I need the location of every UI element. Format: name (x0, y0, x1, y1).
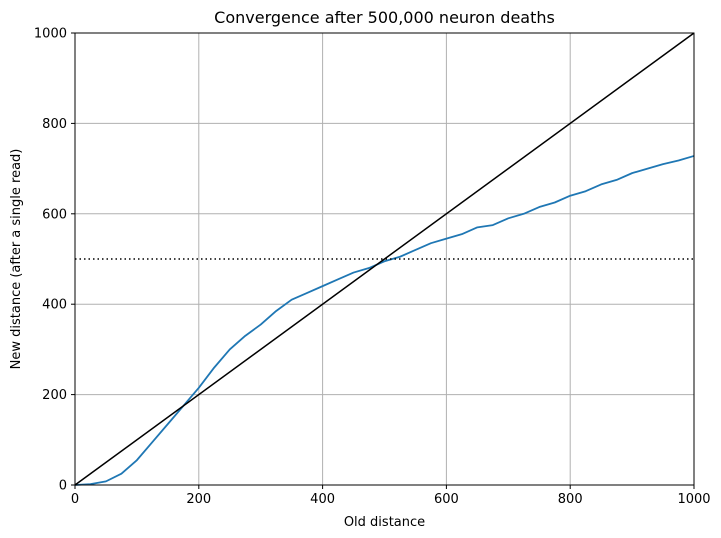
plot-frame (74, 32, 695, 486)
x-axis-ticks: 0 200 400 600 800 1000 (71, 485, 711, 507)
y-tick-label: 600 (42, 207, 67, 222)
y-tick-label: 800 (42, 117, 67, 132)
y-axis-label: New distance (after a single read) (9, 149, 24, 370)
x-axis-label: Old distance (344, 515, 425, 530)
x-tick-label: 800 (558, 492, 583, 507)
y-tick-label: 0 (59, 479, 67, 494)
x-tick-label: 400 (310, 492, 335, 507)
x-tick-label: 200 (186, 492, 211, 507)
y-tick-label: 400 (42, 298, 67, 313)
x-tick-label: 1000 (677, 492, 710, 507)
x-tick-label: 0 (71, 492, 79, 507)
identity-diagonal-line (74, 32, 695, 486)
y-tick-label: 1000 (34, 27, 67, 42)
y-axis-ticks: 0 200 400 600 800 1000 (34, 27, 75, 494)
measured-curve (74, 155, 695, 486)
chart-title: Convergence after 500,000 neuron deaths (214, 8, 555, 27)
x-tick-label: 600 (434, 492, 459, 507)
y-tick-label: 200 (42, 388, 67, 403)
series-layer (74, 32, 695, 486)
